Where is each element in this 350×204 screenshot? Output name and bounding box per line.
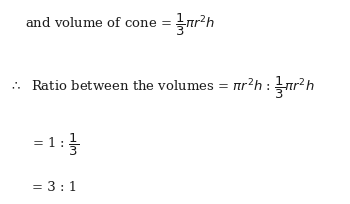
Text: = 1 : $\dfrac{1}{3}$: = 1 : $\dfrac{1}{3}$ xyxy=(32,132,78,158)
Text: $\therefore$  Ratio between the volumes = $\pi r^2 h$ : $\dfrac{1}{3}\pi r^2 h$: $\therefore$ Ratio between the volumes =… xyxy=(9,75,314,101)
Text: and volume of cone = $\dfrac{1}{3}\pi r^2 h$: and volume of cone = $\dfrac{1}{3}\pi r^… xyxy=(25,11,215,38)
Text: = 3 : 1: = 3 : 1 xyxy=(32,181,77,194)
